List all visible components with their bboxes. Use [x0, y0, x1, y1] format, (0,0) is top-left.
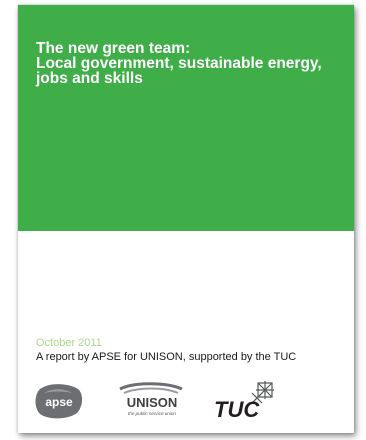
tuc-wordmark: TUC — [214, 397, 260, 422]
apse-logo-text: apse — [45, 395, 73, 409]
publication-date: October 2011 — [36, 337, 102, 349]
title-line-1: The new green team: — [36, 40, 191, 57]
title-line-3: jobs and skills — [36, 70, 143, 87]
report-byline: A report by APSE for UNISON, supported b… — [36, 351, 297, 363]
tuc-lattice-icon — [251, 381, 274, 404]
partner-logos: apse UNISON the public service union TUC — [18, 377, 354, 425]
report-cover: The new green team: Local government, su… — [18, 5, 354, 433]
tuc-logo: TUC — [214, 381, 274, 422]
report-title: The new green team: Local government, su… — [36, 40, 346, 87]
title-line-2: Local government, sustainable energy, — [36, 55, 322, 72]
apse-logo: apse — [35, 384, 83, 419]
unison-logo: UNISON the public service union — [119, 382, 183, 416]
green-header-band — [18, 5, 354, 231]
unison-wordmark: UNISON — [127, 395, 178, 410]
unison-tagline: the public service union — [128, 411, 176, 416]
